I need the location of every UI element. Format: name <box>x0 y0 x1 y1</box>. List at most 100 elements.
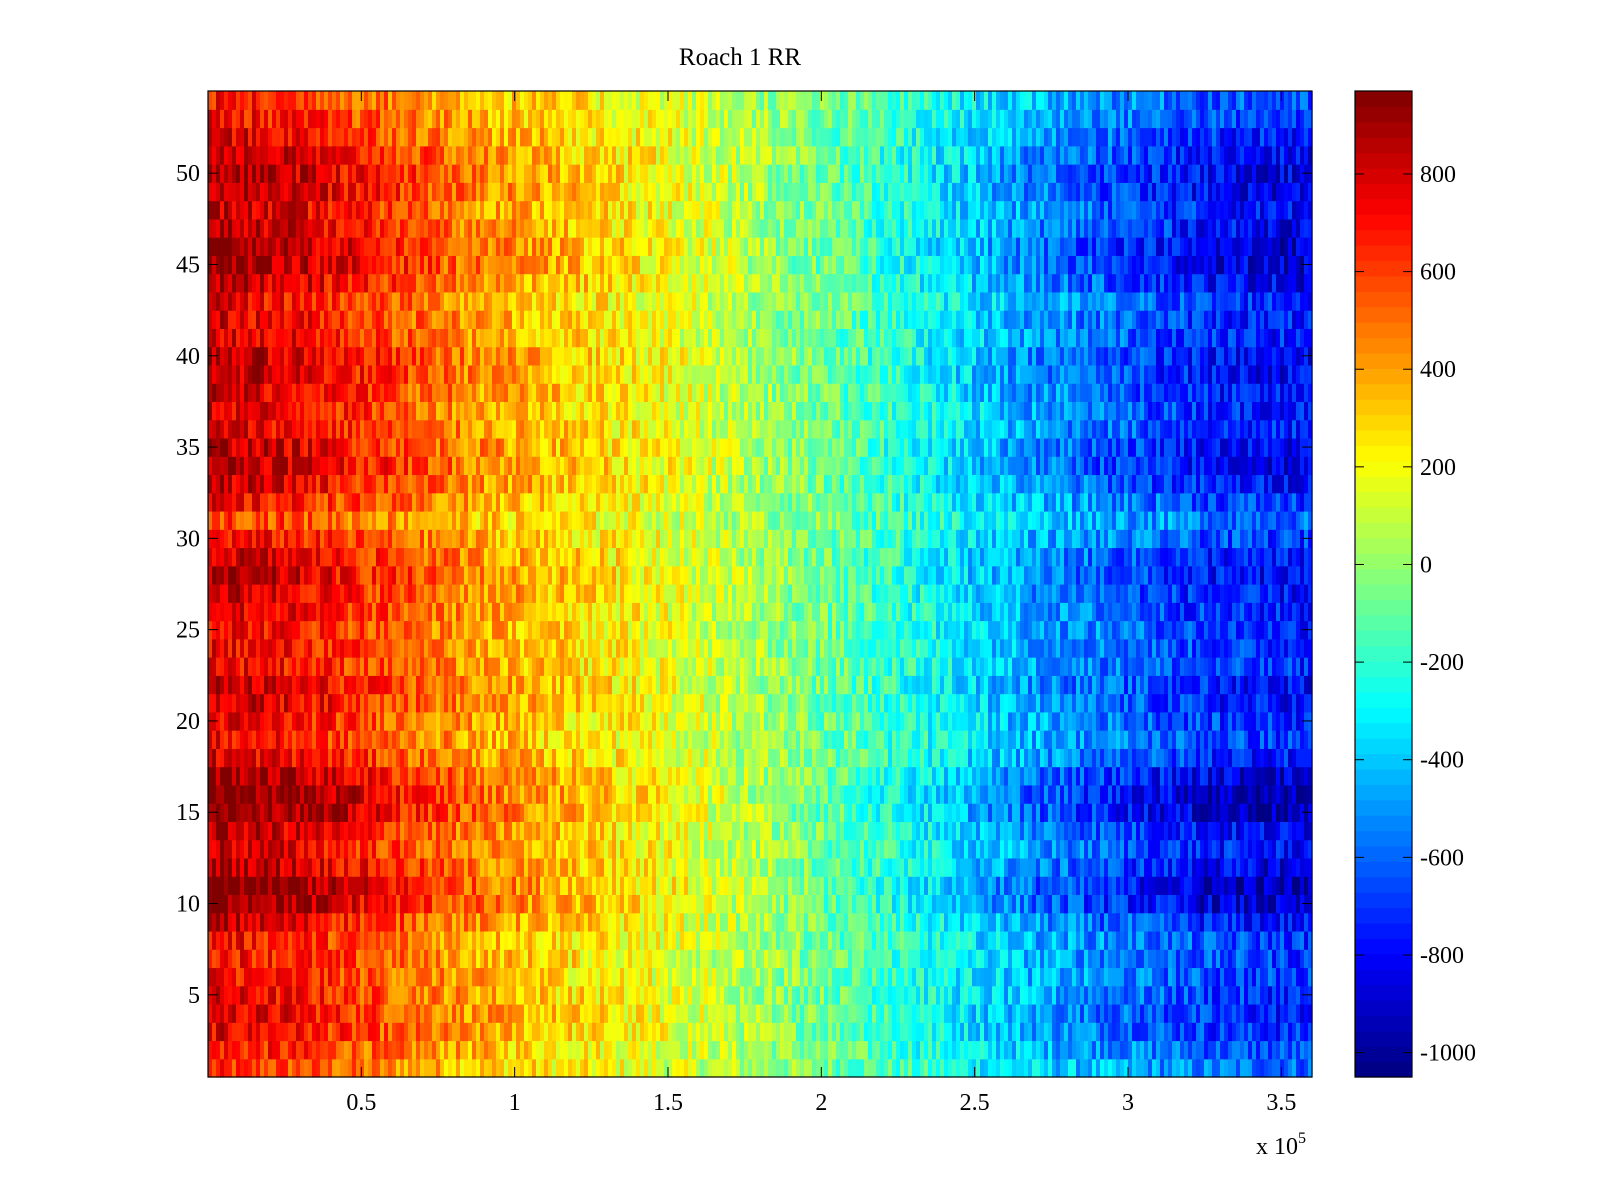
heatmap-cell <box>1016 1040 1021 1060</box>
heatmap-cell <box>588 967 593 987</box>
heatmap-cell <box>260 1040 265 1060</box>
heatmap-cell <box>764 930 769 950</box>
heatmap-cell <box>748 967 753 987</box>
heatmap-cell <box>220 930 225 950</box>
heatmap-cell <box>552 949 557 969</box>
heatmap-cell <box>1080 894 1085 914</box>
heatmap-cell <box>1120 821 1125 841</box>
heatmap-cell <box>620 839 625 859</box>
heatmap-cell <box>1220 912 1225 932</box>
heatmap-cell <box>1092 949 1097 969</box>
heatmap-cell <box>860 766 865 786</box>
heatmap-cell <box>480 1058 485 1078</box>
heatmap-cell <box>752 1022 757 1042</box>
heatmap-cell <box>1184 803 1189 822</box>
heatmap-cell <box>260 1058 265 1078</box>
heatmap-cell <box>1220 1058 1225 1078</box>
heatmap-cell <box>1148 967 1153 987</box>
heatmap-cell <box>900 857 905 877</box>
heatmap-cell <box>388 876 393 896</box>
heatmap-cell <box>284 1022 289 1042</box>
heatmap-cell <box>864 985 869 1005</box>
heatmap-cell <box>360 894 365 914</box>
heatmap-cell <box>884 985 889 1005</box>
heatmap-cell <box>280 949 285 969</box>
heatmap-cell <box>1252 912 1257 932</box>
heatmap-cell <box>608 857 613 877</box>
heatmap-cell <box>944 766 949 786</box>
heatmap-cell <box>1248 766 1253 786</box>
heatmap-cell <box>764 894 769 914</box>
heatmap-cell <box>1028 821 1033 841</box>
heatmap-cell <box>1200 821 1205 841</box>
heatmap-cell <box>1008 1022 1013 1042</box>
heatmap-cell <box>784 748 789 768</box>
heatmap-cell <box>608 876 613 896</box>
heatmap-cell <box>760 821 765 841</box>
heatmap-cell <box>756 839 761 859</box>
heatmap-cell <box>308 1022 313 1042</box>
heatmap-cell <box>884 766 889 786</box>
heatmap-cell <box>400 985 405 1005</box>
heatmap-cell <box>284 967 289 987</box>
heatmap-cell <box>980 930 985 950</box>
heatmap-cell <box>688 967 693 987</box>
heatmap-cell <box>984 967 989 987</box>
heatmap-cell <box>1068 1058 1073 1078</box>
heatmap-cell <box>788 803 793 822</box>
heatmap-cell <box>496 930 501 950</box>
heatmap-cell <box>1248 912 1253 932</box>
heatmap-cell <box>604 930 609 950</box>
heatmap-cell <box>392 985 397 1005</box>
heatmap-cell <box>692 857 697 877</box>
heatmap-cell <box>236 1003 241 1023</box>
heatmap-cell <box>1272 857 1277 877</box>
heatmap-cell <box>360 1022 365 1042</box>
heatmap-cell <box>1044 949 1049 969</box>
heatmap-cell <box>940 766 945 786</box>
heatmap-cell <box>792 912 797 932</box>
heatmap-cell <box>820 1058 825 1078</box>
heatmap-cell <box>736 784 741 804</box>
heatmap-cell <box>220 949 225 969</box>
heatmap-cell <box>460 912 465 932</box>
heatmap-cell <box>1160 1022 1165 1042</box>
heatmap-cell <box>696 912 701 932</box>
heatmap-cell <box>444 821 449 841</box>
heatmap-cell <box>484 930 489 950</box>
heatmap-cell <box>1288 784 1293 804</box>
heatmap-cell <box>932 967 937 987</box>
heatmap-cell <box>984 821 989 841</box>
heatmap-cell <box>804 784 809 804</box>
heatmap-cell <box>1000 930 1005 950</box>
heatmap-cell <box>476 967 481 987</box>
heatmap-cell <box>988 784 993 804</box>
heatmap-cell <box>392 748 397 768</box>
heatmap-cell <box>692 784 697 804</box>
heatmap-cell <box>932 930 937 950</box>
heatmap-cell <box>1200 967 1205 987</box>
heatmap-cell <box>384 1058 389 1078</box>
heatmap-cell <box>544 876 549 896</box>
heatmap-cell <box>684 784 689 804</box>
heatmap-cell <box>588 1022 593 1042</box>
heatmap-cell <box>820 784 825 804</box>
heatmap-cell <box>632 1040 637 1060</box>
heatmap-cell <box>768 1058 773 1078</box>
heatmap-cell <box>1304 1022 1309 1042</box>
heatmap-cell <box>984 803 989 822</box>
heatmap-cell <box>904 912 909 932</box>
heatmap-cell <box>752 894 757 914</box>
heatmap-cell <box>1304 784 1309 804</box>
heatmap-cell <box>648 876 653 896</box>
heatmap-cell <box>512 784 517 804</box>
heatmap-cell <box>1300 876 1305 896</box>
heatmap-cell <box>1044 821 1049 841</box>
heatmap-cell <box>700 876 705 896</box>
heatmap-cell <box>800 1040 805 1060</box>
heatmap-cell <box>284 876 289 896</box>
heatmap-cell <box>1012 821 1017 841</box>
heatmap-cell <box>552 803 557 822</box>
heatmap-cell <box>704 784 709 804</box>
heatmap-cell <box>804 876 809 896</box>
